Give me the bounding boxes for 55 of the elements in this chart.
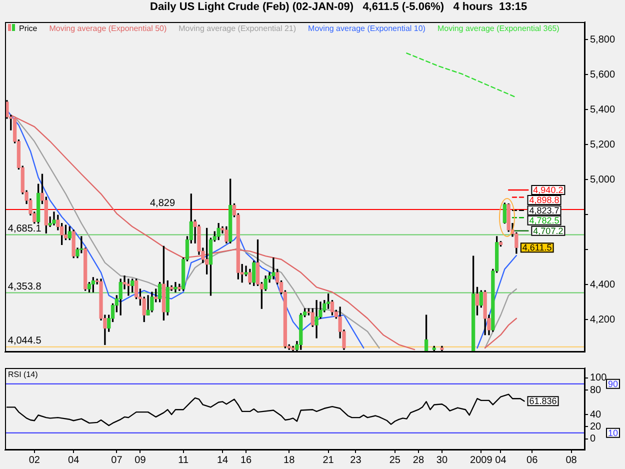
ref-line-label: 10 [608,428,618,438]
line-series [406,52,518,98]
y-tick-label: 100 [590,372,608,384]
x-tick-label: 16 [240,454,252,466]
x-tick-label: 02 [28,454,40,466]
data-label: 4,940.2 [533,185,564,196]
text: RSI (14) [8,370,38,380]
legend-label: Price [19,24,38,34]
x-tick-label: 08 [566,454,578,466]
candlestick [174,282,178,292]
x-tick-label: 07 [111,454,123,466]
data-label: 61.836 [529,396,557,406]
text: Moving average (Exponential 10) [308,24,426,34]
candlestick [244,266,248,276]
x-tick-label: 04 [495,454,507,466]
x-tick-label: 06 [526,454,538,466]
ref-line-label: 4,685.1 [8,223,42,234]
data-label: 4,823.7 [529,205,560,216]
ref-line-label: 4,829 [150,198,176,210]
y-tick-label: 4,400 [590,279,616,290]
x-tick-label: 14 [216,454,228,466]
text: Moving average (Exponential 365) [437,24,560,34]
text: Moving average (Exponential 21) [178,24,296,34]
y-tick-label: 5,200 [590,139,616,150]
candlestick [126,278,130,296]
x-tick-label: 21 [322,454,334,466]
x-tick-label: 23 [350,454,362,466]
x-tick-label: 09 [134,454,146,466]
candlestick [314,300,318,338]
ref-line-label: 90 [608,378,618,389]
chart-title: Daily US Light Crude (Feb) (02-JAN-09) 4,611.5 (-5.06%) 4 hours 13:15 [150,1,528,13]
y-tick-label: 0 [590,434,596,445]
x-tick-label: 18 [284,454,296,466]
data-label: 4,898.8 [529,195,560,206]
y-tick-label: 5,600 [590,69,616,80]
y-tick-label: 4,200 [590,314,616,326]
x-tick-label: 30 [436,454,448,466]
x-tick-label: 28 [412,454,424,466]
x-tick-label: 04 [68,454,80,466]
text: Moving average (Exponential 50) [49,24,167,34]
data-label: 4,782.5 [529,215,560,226]
y-tick-label: 20 [590,421,602,432]
x-tick-label: 2009 [470,454,493,466]
ref-line-label: 4,044.5 [8,336,42,347]
y-tick-label: 5,400 [590,104,616,116]
x-tick-label: 11 [178,454,189,466]
y-tick-label: 5,800 [590,34,616,46]
y-tick-label: 5,000 [590,174,616,186]
candlestick [272,257,276,280]
text: 4,611.5 [522,242,552,253]
y-tick-label: 40 [590,409,602,420]
x-tick-label: 25 [389,454,401,466]
data-label: 4,707.2 [533,226,564,236]
y-tick-label: 80 [590,384,602,396]
ref-line-label: 4,353.8 [8,281,42,292]
